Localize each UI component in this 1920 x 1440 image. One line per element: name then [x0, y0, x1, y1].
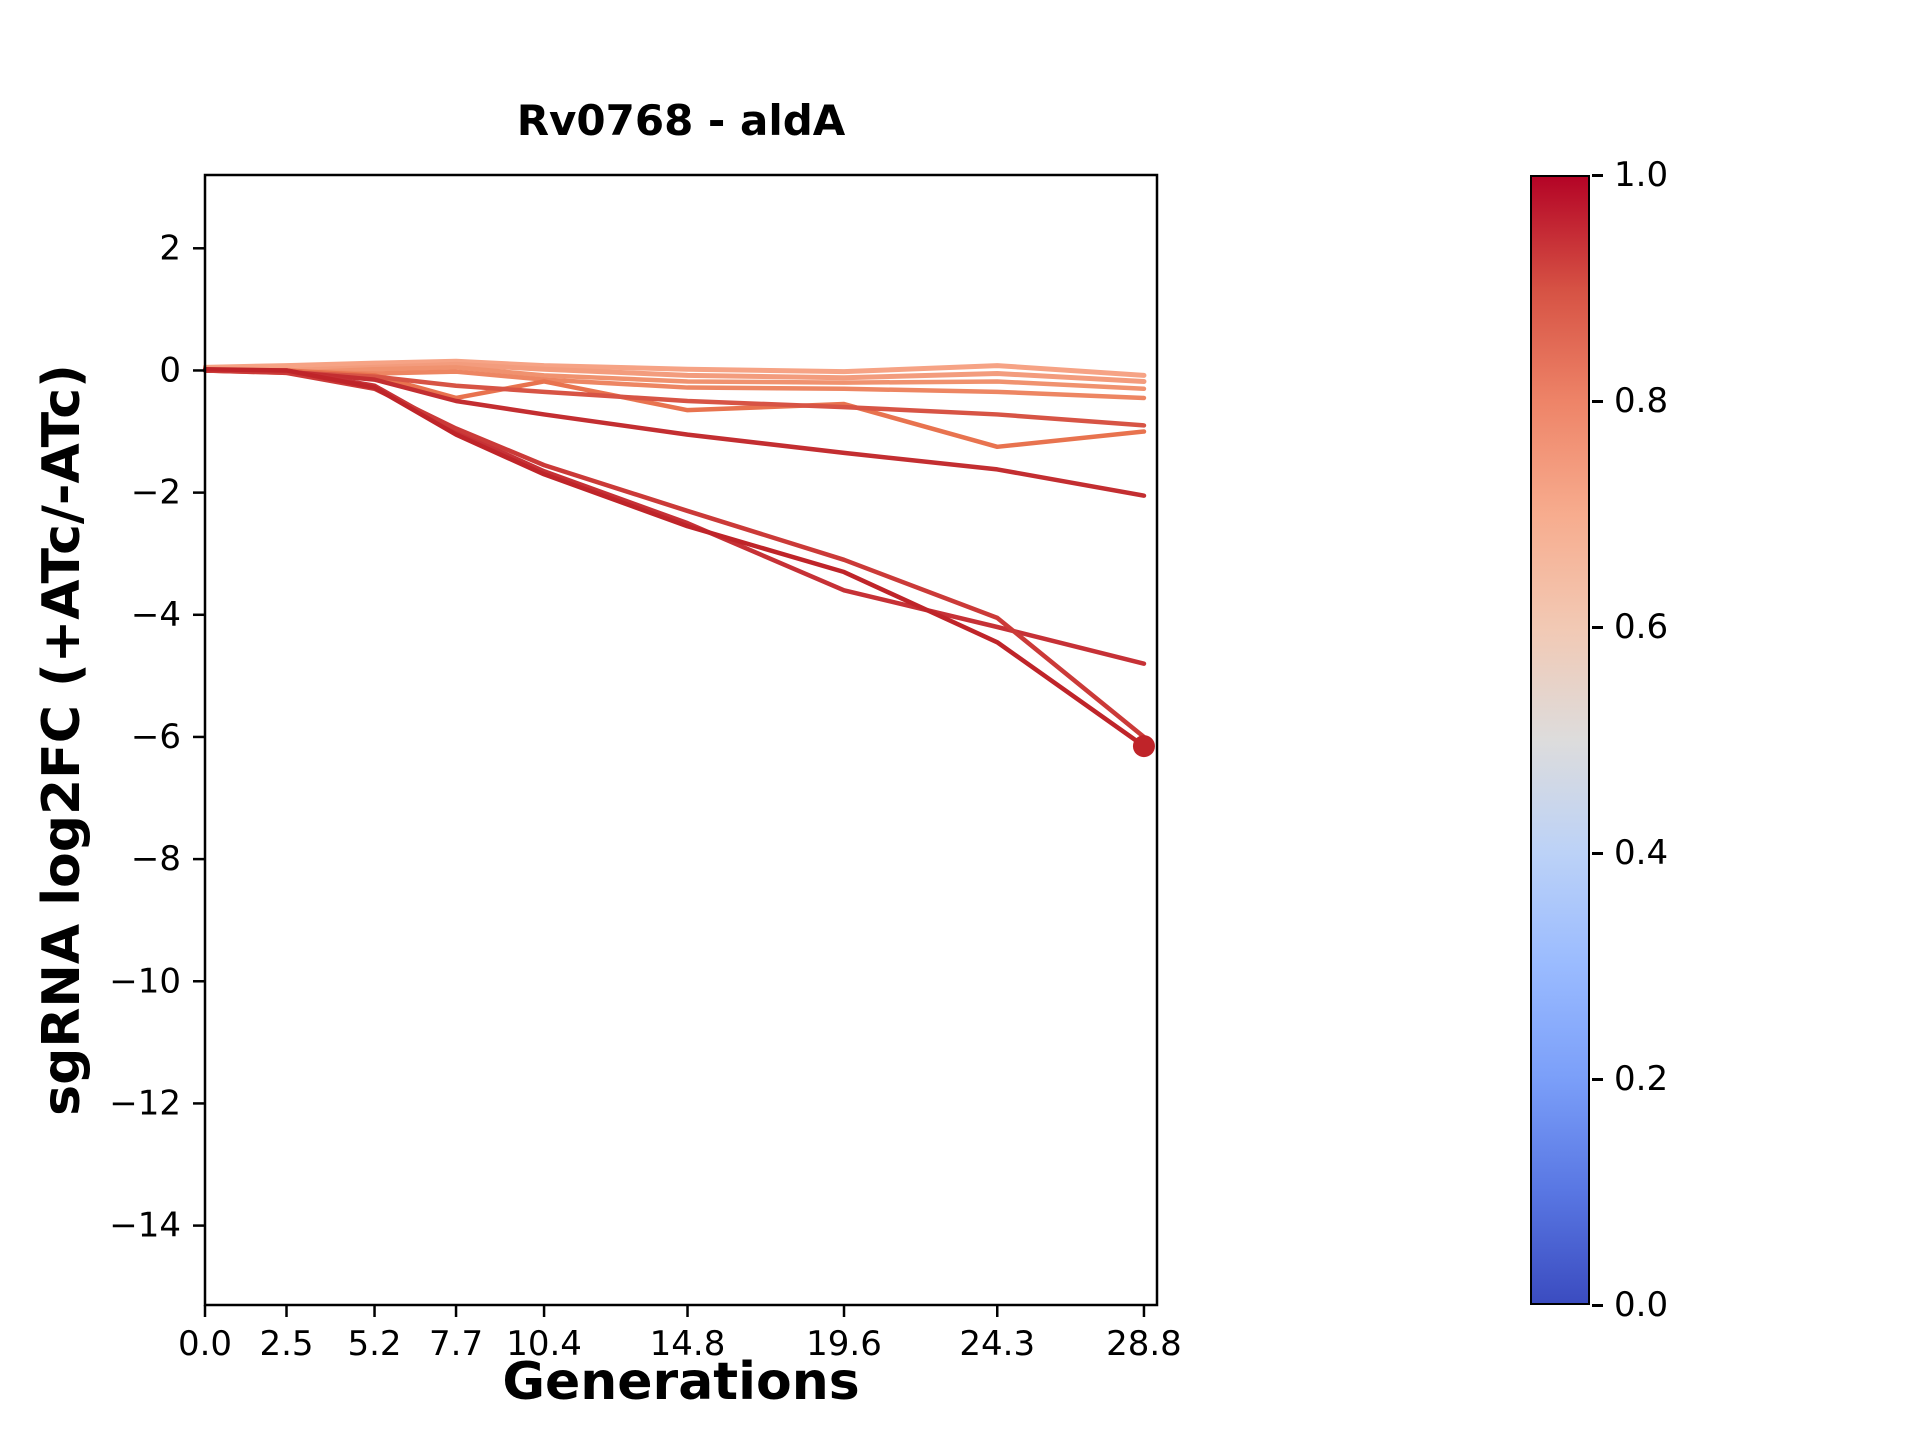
- colorbar-tick-label: 0.6: [1614, 607, 1669, 647]
- chart-title: Rv0768 - aldA: [516, 96, 846, 145]
- y-tick-label: −2: [131, 473, 181, 513]
- x-axis-label: Generations: [502, 1352, 860, 1412]
- x-tick-label: 14.8: [650, 1324, 726, 1364]
- y-tick-label: −8: [131, 839, 181, 879]
- axes-border: [203, 173, 1159, 1307]
- x-tick-label: 0.0: [178, 1324, 232, 1364]
- x-tick-label: 7.7: [429, 1324, 483, 1364]
- colorbar-tick: [1592, 400, 1603, 403]
- colorbar-tick: [1592, 1304, 1603, 1307]
- x-tick-label: 24.3: [959, 1324, 1035, 1364]
- colorbar-tick: [1592, 626, 1603, 629]
- colorbar-tick: [1592, 1078, 1603, 1081]
- colorbar-tick: [1592, 174, 1603, 177]
- y-tick-label: −6: [131, 717, 181, 757]
- y-tick-label: −4: [131, 595, 181, 635]
- x-tick-label: 2.5: [259, 1324, 313, 1364]
- series-endpoint-marker: [1132, 735, 1155, 758]
- colorbar-tick-label: 1.0: [1614, 155, 1669, 195]
- colorbar-tick-label: 0.2: [1614, 1059, 1669, 1099]
- y-tick-label: 0: [159, 350, 181, 390]
- x-tick-label: 19.6: [806, 1324, 882, 1364]
- y-tick-label: −12: [109, 1083, 181, 1123]
- x-tick-label: 10.4: [506, 1324, 582, 1364]
- y-axis-label: sgRNA log2FC (+ATc/-ATc): [32, 364, 92, 1116]
- series-line-s7: [203, 368, 1147, 498]
- x-tick-label: 5.2: [347, 1324, 401, 1364]
- y-tick-label: −10: [109, 961, 181, 1001]
- series-line-s1: [203, 358, 1147, 378]
- series-line-s10: [203, 366, 1147, 749]
- colorbar-tick-label: 0.8: [1614, 381, 1669, 421]
- colorbar-tick: [1592, 852, 1603, 855]
- x-tick-label: 28.8: [1106, 1324, 1182, 1364]
- y-tick-label: 2: [159, 228, 181, 268]
- y-tick-label: −14: [109, 1206, 181, 1246]
- colorbar-tick-label: 0.0: [1614, 1285, 1669, 1325]
- colorbar-gradient: [1530, 175, 1590, 1305]
- colorbar-tick-label: 0.4: [1614, 833, 1669, 873]
- series-line-s9: [203, 368, 1147, 740]
